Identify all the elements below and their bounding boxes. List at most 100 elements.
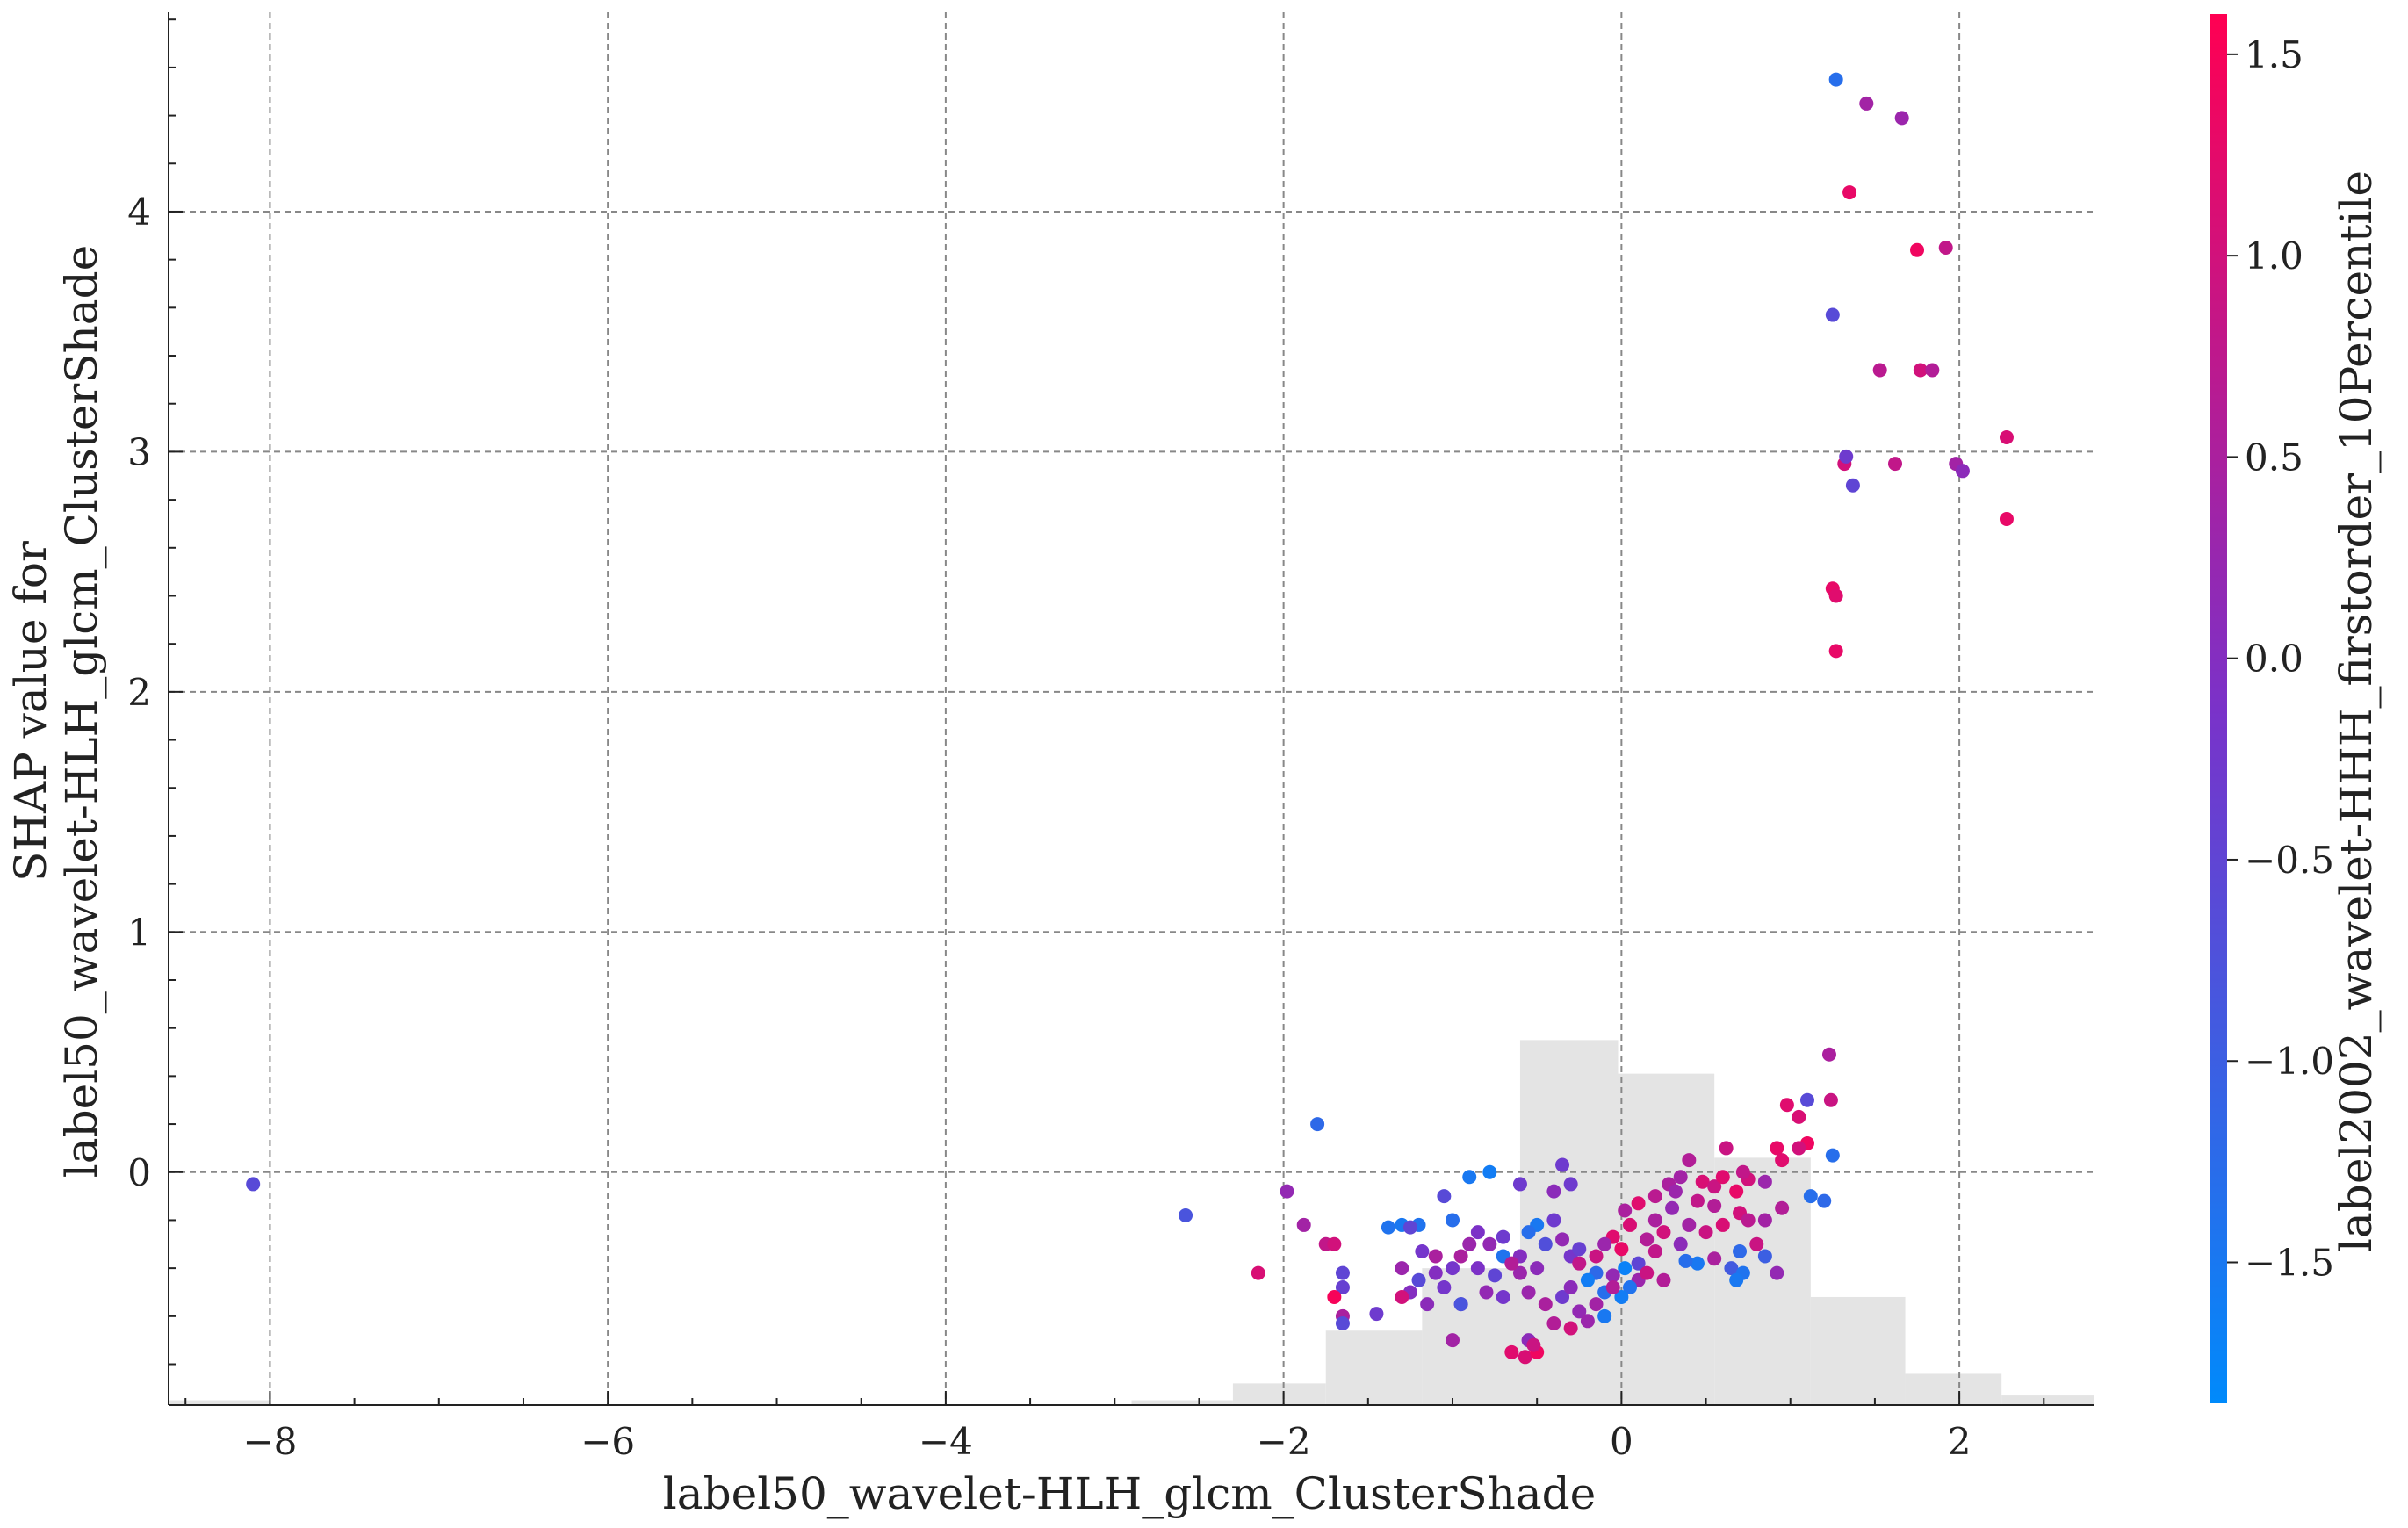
data-point-36 <box>1695 1174 1710 1189</box>
histogram-bar-0 <box>169 1400 270 1405</box>
data-point-133 <box>1446 1213 1460 1228</box>
histogram-bar-6 <box>1618 1073 1715 1405</box>
histogram-bar-1 <box>1131 1400 1233 1405</box>
data-point-163 <box>1640 1265 1655 1280</box>
data-point-142 <box>1280 1184 1294 1199</box>
data-point-106 <box>1411 1272 1426 1287</box>
data-point-28 <box>1770 1141 1784 1156</box>
histogram-bar-8 <box>1810 1296 1906 1405</box>
data-point-140 <box>1327 1236 1342 1251</box>
data-point-42 <box>1631 1196 1646 1211</box>
data-point-149 <box>1395 1289 1409 1304</box>
data-point-128 <box>1453 1297 1468 1312</box>
data-point-4 <box>1842 185 1857 200</box>
data-point-98 <box>1512 1265 1527 1280</box>
histogram-bar-2 <box>1232 1383 1326 1405</box>
data-point-14 <box>1888 457 1903 472</box>
data-point-117 <box>1572 1304 1587 1319</box>
data-point-17 <box>1845 478 1860 493</box>
data-point-150 <box>1446 1333 1460 1348</box>
data-point-122 <box>1546 1316 1561 1331</box>
data-point-20 <box>1828 588 1843 603</box>
data-point-105 <box>1428 1265 1443 1280</box>
data-point-3 <box>1894 111 1909 126</box>
data-point-124 <box>1504 1344 1519 1359</box>
data-point-101 <box>1462 1236 1477 1251</box>
data-point-96 <box>1572 1242 1587 1257</box>
x-tick-label-2: −4 <box>919 1420 973 1463</box>
data-point-100 <box>1470 1261 1485 1276</box>
data-point-51 <box>1715 1217 1730 1232</box>
y-axis-label-line1: SHAP value for <box>5 541 56 882</box>
x-axis-label: label50_wavelet-HLH_glcm_ClusterShade <box>663 1468 1596 1519</box>
data-point-29 <box>1792 1141 1806 1156</box>
data-point-120 <box>1580 1314 1595 1329</box>
data-point-40 <box>1729 1184 1744 1199</box>
data-point-41 <box>1647 1189 1662 1204</box>
data-point-127 <box>1526 1337 1541 1352</box>
data-point-132 <box>1381 1220 1395 1235</box>
data-point-65 <box>1724 1261 1739 1276</box>
data-point-94 <box>1555 1232 1570 1247</box>
data-point-45 <box>1665 1200 1680 1215</box>
data-point-11 <box>1999 430 2014 445</box>
data-point-53 <box>1698 1225 1713 1240</box>
colorbar-tick-label-5: −1.0 <box>2245 1040 2334 1083</box>
data-point-64 <box>1733 1243 1748 1258</box>
data-point-159 <box>1715 1170 1730 1185</box>
data-point-37 <box>1707 1179 1722 1194</box>
x-tick-label-5: 2 <box>1948 1420 1972 1463</box>
data-point-160 <box>1735 1164 1750 1179</box>
data-point-31 <box>1825 1148 1840 1163</box>
data-point-102 <box>1470 1225 1485 1240</box>
histogram-bar-9 <box>1905 1373 2002 1405</box>
data-point-68 <box>1678 1253 1693 1268</box>
data-point-16 <box>1955 464 1970 479</box>
data-point-144 <box>1310 1117 1325 1132</box>
data-point-25 <box>1779 1098 1794 1113</box>
data-point-138 <box>1335 1280 1350 1295</box>
colorbar-tick-label-6: −1.5 <box>2245 1242 2334 1285</box>
data-point-50 <box>1817 1193 1832 1208</box>
data-point-110 <box>1437 1280 1452 1295</box>
data-point-115 <box>1538 1297 1553 1312</box>
data-point-49 <box>1803 1189 1818 1204</box>
data-point-60 <box>1647 1243 1662 1258</box>
data-point-2 <box>1859 96 1874 111</box>
data-point-73 <box>1580 1272 1595 1287</box>
data-point-153 <box>1428 1249 1443 1264</box>
data-point-55 <box>1656 1225 1671 1240</box>
data-point-33 <box>1682 1153 1697 1168</box>
data-point-30 <box>1775 1153 1790 1168</box>
data-point-44 <box>1707 1199 1722 1214</box>
x-tick-label-0: −8 <box>242 1420 297 1463</box>
data-point-85 <box>1512 1177 1527 1192</box>
data-point-90 <box>1482 1236 1497 1251</box>
data-point-59 <box>1614 1242 1629 1257</box>
data-point-24 <box>1799 1092 1814 1107</box>
data-point-125 <box>1518 1350 1532 1365</box>
data-point-80 <box>1729 1272 1744 1287</box>
data-point-26 <box>1792 1109 1806 1124</box>
data-point-112 <box>1479 1285 1494 1300</box>
data-point-164 <box>1563 1280 1578 1295</box>
data-point-62 <box>1749 1236 1764 1251</box>
data-point-69 <box>1631 1256 1646 1271</box>
data-point-66 <box>1707 1251 1722 1266</box>
data-point-56 <box>1640 1232 1655 1247</box>
histogram-bar-7 <box>1714 1157 1811 1405</box>
data-point-97 <box>1530 1261 1545 1276</box>
histogram-bar-10 <box>2001 1395 2094 1405</box>
data-point-39 <box>1757 1174 1772 1189</box>
data-point-156 <box>1622 1217 1637 1232</box>
data-point-109 <box>1420 1297 1435 1312</box>
data-point-119 <box>1597 1308 1612 1323</box>
data-point-103 <box>1453 1249 1468 1264</box>
colorbar-tick-label-0: 1.5 <box>2245 33 2303 76</box>
data-point-89 <box>1496 1229 1510 1244</box>
data-point-70 <box>1618 1261 1633 1276</box>
data-point-6 <box>1938 240 1953 255</box>
data-point-32 <box>1719 1141 1734 1156</box>
data-point-165 <box>1504 1256 1519 1271</box>
